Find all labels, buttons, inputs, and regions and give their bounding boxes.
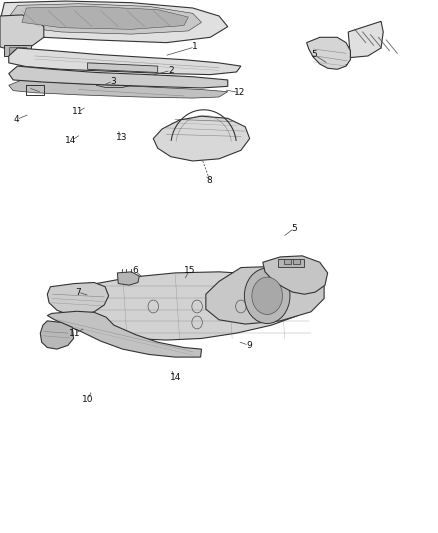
Polygon shape bbox=[9, 47, 26, 54]
Text: 14: 14 bbox=[65, 136, 77, 145]
Text: 7: 7 bbox=[75, 288, 81, 296]
Polygon shape bbox=[278, 259, 304, 266]
Text: 12: 12 bbox=[234, 88, 246, 97]
Text: 2: 2 bbox=[168, 66, 173, 75]
FancyBboxPatch shape bbox=[293, 259, 300, 264]
Polygon shape bbox=[4, 45, 31, 56]
Polygon shape bbox=[79, 272, 320, 340]
Text: 6: 6 bbox=[132, 266, 138, 275]
Polygon shape bbox=[0, 15, 44, 51]
Text: 11: 11 bbox=[69, 329, 80, 338]
Polygon shape bbox=[206, 266, 324, 324]
Polygon shape bbox=[0, 1, 228, 43]
Polygon shape bbox=[22, 6, 188, 29]
Polygon shape bbox=[88, 63, 158, 72]
Polygon shape bbox=[9, 80, 228, 98]
Text: 3: 3 bbox=[110, 77, 116, 85]
Text: 8: 8 bbox=[206, 176, 212, 184]
Text: 5: 5 bbox=[291, 224, 297, 232]
Polygon shape bbox=[9, 66, 228, 88]
Polygon shape bbox=[47, 282, 109, 316]
Polygon shape bbox=[153, 116, 250, 161]
Circle shape bbox=[252, 277, 283, 314]
Text: 14: 14 bbox=[170, 373, 181, 382]
Text: 5: 5 bbox=[311, 51, 318, 59]
Text: 1: 1 bbox=[192, 43, 198, 51]
Polygon shape bbox=[348, 21, 383, 58]
FancyBboxPatch shape bbox=[284, 259, 291, 264]
Polygon shape bbox=[9, 48, 241, 75]
Polygon shape bbox=[263, 256, 328, 294]
Text: 15: 15 bbox=[184, 266, 195, 275]
Polygon shape bbox=[307, 37, 350, 69]
Polygon shape bbox=[117, 272, 139, 285]
Circle shape bbox=[244, 268, 290, 324]
Polygon shape bbox=[40, 321, 74, 349]
Polygon shape bbox=[9, 4, 201, 34]
Polygon shape bbox=[47, 311, 201, 357]
Text: 10: 10 bbox=[82, 395, 93, 404]
Text: 13: 13 bbox=[116, 133, 127, 142]
Text: 4: 4 bbox=[14, 115, 19, 124]
Text: 11: 11 bbox=[72, 108, 84, 116]
Text: 9: 9 bbox=[246, 341, 252, 350]
